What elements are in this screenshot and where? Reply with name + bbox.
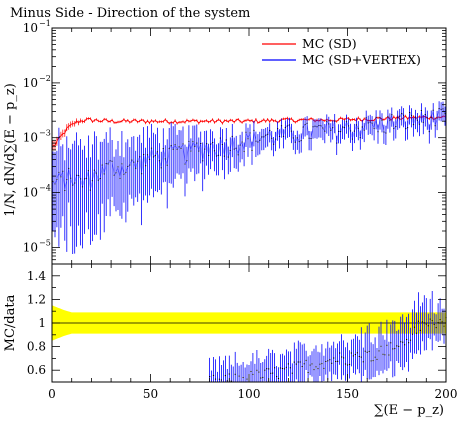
- x-tick-label: 100: [238, 387, 261, 401]
- x-axis-label: ∑(E − p_z): [374, 403, 444, 418]
- legend-label-mc-sd-vertex: MC (SD+VERTEX): [302, 52, 421, 67]
- top-y-tick-exponent: −4: [39, 184, 51, 193]
- x-tick-labels: 0 50 100 150 200: [48, 387, 457, 401]
- mc-sd-vertex-line: [52, 108, 446, 191]
- top-y-tick-label: 10: [23, 241, 38, 255]
- legend: MC (SD) MC (SD+VERTEX): [262, 36, 421, 67]
- top-y-tick-label: 10: [23, 186, 38, 200]
- top-y-ticks: 10−110−210−310−410−5: [23, 19, 446, 261]
- x-tick-label: 50: [143, 387, 158, 401]
- ratio-panel: 0.6 0.8 1 1.2 1.4 MC/data: [3, 263, 447, 383]
- top-y-tick-exponent: −1: [39, 19, 51, 28]
- x-tick-label: 200: [435, 387, 458, 401]
- top-x-ticks: [51, 28, 447, 264]
- series-mc-sd-vertex: [52, 101, 446, 254]
- top-y-tick-exponent: −5: [39, 239, 51, 248]
- ratio-y-tick-label: 0.6: [27, 363, 46, 377]
- ratio-y-tick-label: 1.4: [27, 269, 46, 283]
- legend-label-mc-sd: MC (SD): [302, 36, 357, 51]
- top-y-tick-exponent: −2: [39, 74, 51, 83]
- top-y-tick-label: 10: [23, 21, 38, 35]
- ratio-y-tick-label: 1: [38, 316, 46, 330]
- ratio-y-tick-label: 1.2: [27, 292, 46, 306]
- x-tick-label: 150: [336, 387, 359, 401]
- ratio-x-ticks: [51, 264, 447, 382]
- top-y-label: 1/N, dN/d∑(E − p_z): [3, 83, 18, 217]
- ratio-series: [209, 291, 447, 383]
- top-y-tick-label: 10: [23, 131, 38, 145]
- top-panel: 10−110−210−310−410−5 1/N, dN/d∑(E − p_z)…: [3, 19, 447, 265]
- chart-title: Minus Side - Direction of the system: [10, 6, 250, 21]
- ratio-y-tick-label: 0.8: [27, 340, 46, 354]
- ratio-y-ticks: 0.6 0.8 1 1.2 1.4: [27, 263, 446, 383]
- top-y-tick-label: 10: [23, 76, 38, 90]
- ratio-y-label: MC/data: [3, 294, 18, 351]
- x-tick-label: 0: [48, 387, 56, 401]
- top-y-tick-exponent: −3: [39, 129, 51, 138]
